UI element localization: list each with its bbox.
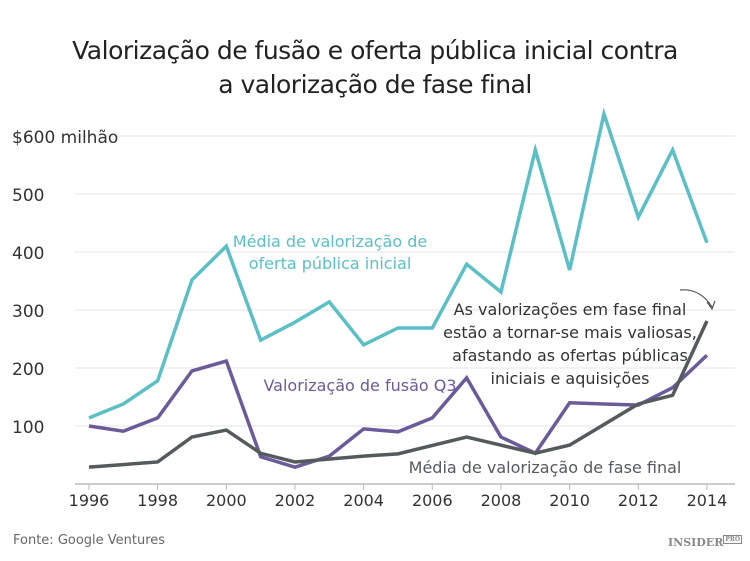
x-tick-label: 2010 [549,491,590,510]
y-tick-label: 500 [12,186,44,206]
series-line-2 [88,320,709,469]
x-tick-label: 2000 [206,491,247,510]
title-line-1: Valorização de fusão e oferta pública in… [72,36,678,65]
x-tick-label: 2006 [412,491,453,510]
label-ipo-line1: Média de valorização de [232,232,428,251]
annotation-line: estão a tornar-se mais valiosas, [443,323,697,342]
x-tick-label: 1996 [69,491,110,510]
annotation-line: iniciais e aquisições [490,369,650,388]
label-ipo: Média de valorização de oferta pública i… [200,231,460,275]
series-line-0 [88,107,709,420]
y-tick-label: 200 [12,360,44,380]
y-tick-label: 300 [12,302,44,322]
y-tick-label: 100 [12,418,44,438]
label-ipo-line2: oferta pública inicial [248,254,412,273]
insider-pro-logo: INSIDER PRO [668,535,743,549]
y-tick-label: $600 milhão [12,128,118,148]
x-tick-label: 2004 [343,491,384,510]
label-late: Média de valorização de fase final [408,458,682,477]
arrow-head-icon [706,300,716,311]
annotation: As valorizações em fase final estão a to… [430,298,710,390]
x-tick-label: 1998 [137,491,178,510]
annotation-line: afastando as ofertas públicas [452,346,688,365]
label-ma: Valorização de fusão Q3 [263,376,457,395]
x-tick-label: 2008 [481,491,522,510]
annotation-arrow [679,289,713,308]
source-note: Fonte: Google Ventures [13,533,166,548]
x-tick-label: 2002 [275,491,316,510]
y-tick-label: 400 [12,244,44,264]
annotation-line: As valorizações em fase final [453,300,687,319]
chart-title: Valorização de fusão e oferta pública in… [0,34,750,102]
series-line-1 [88,353,709,470]
x-tick-label: 2014 [687,491,728,510]
title-line-2: a valorização de fase final [218,70,532,99]
x-tick-label: 2012 [618,491,659,510]
